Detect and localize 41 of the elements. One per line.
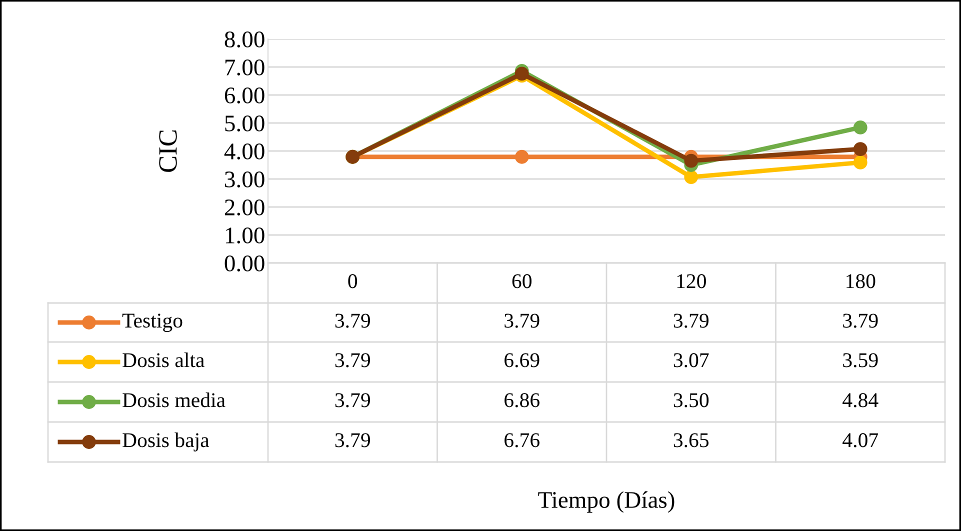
data-label: 3.79 bbox=[335, 393, 370, 408]
y-tick-label: 0.00 bbox=[224, 255, 264, 272]
data-label: 3.50 bbox=[674, 393, 709, 408]
legend-label: Testigo bbox=[122, 314, 182, 332]
legend-label: Dosis media bbox=[122, 392, 226, 408]
data-label: 6.69 bbox=[504, 353, 540, 368]
data-label: 3.79 bbox=[335, 314, 370, 328]
text: Tiempo (Días) bbox=[538, 491, 674, 513]
y-tick-label: 7.00 bbox=[225, 59, 264, 76]
y-tick-label: 8.00 bbox=[224, 31, 264, 48]
y-tick-label: 4.00 bbox=[224, 143, 264, 160]
x-tick-label: 60 bbox=[512, 274, 532, 288]
data-label: 3.79 bbox=[335, 353, 370, 368]
point bbox=[853, 142, 868, 156]
point bbox=[684, 170, 698, 184]
x-tick-label: 180 bbox=[846, 274, 876, 288]
legend-label: Dosis alta bbox=[122, 352, 204, 368]
point bbox=[684, 154, 698, 168]
legend-label: Dosis baja bbox=[122, 432, 210, 452]
data-label: 6.76 bbox=[504, 433, 540, 448]
point bbox=[514, 150, 529, 164]
data-label: 3.07 bbox=[674, 353, 709, 368]
y-tick-label: 5.00 bbox=[225, 115, 264, 132]
y-tick-label: 3.00 bbox=[225, 171, 264, 188]
data-label: 3.79 bbox=[335, 433, 370, 448]
data-label: 4.84 bbox=[842, 393, 878, 408]
data-label: 6.86 bbox=[504, 393, 540, 408]
x-tick-label: 0 bbox=[348, 274, 358, 288]
x-tick-label: 120 bbox=[677, 274, 706, 288]
data-label: 3.79 bbox=[504, 314, 540, 328]
y-tick-label: 1.00 bbox=[226, 227, 264, 244]
point bbox=[853, 120, 868, 134]
data-label: 3.59 bbox=[843, 353, 878, 368]
data-label: 3.65 bbox=[674, 433, 709, 448]
y-tick-label: 2.00 bbox=[224, 199, 264, 216]
data-label: 3.79 bbox=[674, 314, 708, 328]
data-label: 4.07 bbox=[842, 433, 878, 448]
y-tick-label: 6.00 bbox=[224, 87, 264, 104]
point bbox=[853, 156, 868, 170]
y-axis-title: CIC bbox=[159, 130, 177, 172]
data-label: 3.79 bbox=[843, 314, 878, 328]
